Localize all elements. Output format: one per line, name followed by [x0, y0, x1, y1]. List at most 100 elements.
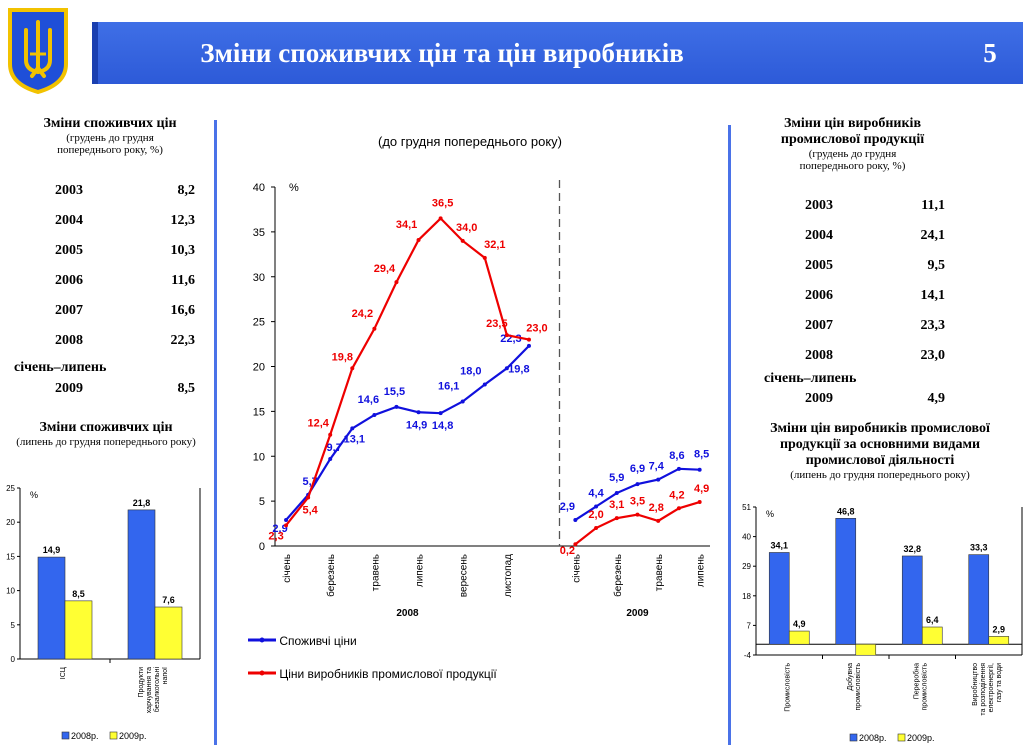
consumer-data-label: 19,8: [508, 363, 529, 375]
category-label: Переробна: [912, 663, 920, 699]
consumer-data-label: 8,5: [694, 449, 709, 461]
legend-label: 2008р.: [859, 733, 887, 743]
right-bar-header: Зміни цін виробників промислової продукц…: [735, 421, 1025, 481]
consumer-data-label: 18,0: [460, 365, 481, 377]
category-label: безалкогольні: [153, 667, 161, 713]
left-table-row: 2006 11,6: [55, 266, 195, 296]
y-tick-label: 5: [11, 621, 16, 630]
y-tick-label: 25: [6, 484, 15, 493]
y-axis-unit: %: [289, 182, 299, 194]
left-last-year: 2009: [55, 381, 83, 396]
right-table-year: 2003: [805, 198, 833, 213]
consumer-point: [350, 426, 355, 431]
consumer-point: [635, 482, 640, 487]
consumer-point: [594, 504, 599, 509]
right-table-row: 2008 23,0: [805, 341, 945, 371]
right-table-value: 9,5: [927, 258, 946, 273]
left-table-value: 8,2: [177, 183, 196, 198]
producer-point: [438, 216, 443, 221]
producer-data-label: 4,9: [694, 483, 709, 495]
line-chart-title: (до грудня попереднього року): [378, 134, 562, 149]
consumer-data-label: 2,9: [272, 523, 287, 535]
y-tick-label: 5: [259, 496, 265, 508]
producer-data-label: 34,1: [396, 219, 417, 231]
right-table-value: 24,1: [920, 228, 946, 243]
consumer-data-label: 8,6: [669, 450, 684, 462]
y-tick-label: 29: [742, 562, 751, 571]
y-tick-label: 40: [253, 182, 265, 194]
y-tick-label: 30: [253, 272, 265, 284]
producer-data-label: 2,8: [649, 502, 664, 514]
producer-point: [460, 238, 465, 243]
right-last-year: 2009: [805, 391, 833, 406]
right-table-title-1: Зміни цін виробників: [783, 116, 922, 131]
producer-data-label: 24,2: [352, 308, 373, 320]
bar-data-label: 21,8: [133, 498, 151, 508]
bar-data-label: 33,3: [970, 543, 988, 553]
category-label: Виробництво: [971, 663, 979, 706]
consumer-point: [504, 366, 509, 371]
right-last-row: 2009 4,9: [805, 391, 945, 407]
category-label: харчування та: [146, 667, 153, 713]
consumer-data-label: 7,4: [649, 461, 665, 473]
right-table-year: 2007: [805, 318, 833, 333]
right-bar-title-1: Зміни цін виробників промислової: [770, 421, 990, 436]
producer-data-label: 3,5: [630, 496, 645, 508]
right-table-value: 23,0: [920, 348, 946, 363]
left-table-year: 2004: [55, 213, 83, 228]
producer-data-label: 2,0: [588, 509, 603, 521]
left-period-label: січень–липень: [14, 360, 107, 375]
consumer-point: [284, 517, 289, 522]
category-label: газу та води: [996, 663, 1003, 702]
legend-consumer-label: Споживчі ціни: [279, 634, 357, 648]
page-title: Зміни споживчих цін та цін виробників: [200, 38, 684, 68]
producer-data-label: 23,0: [526, 323, 547, 335]
left-last-row: 2009 8,5: [55, 381, 195, 397]
producer-data-label: 32,1: [484, 239, 505, 251]
y-tick-label: 0: [11, 655, 16, 664]
consumer-data-label: 6,9: [630, 463, 645, 475]
category-label: Продукти: [138, 667, 145, 698]
producer-point: [482, 255, 487, 260]
bar: [37, 556, 66, 660]
y-tick-label: 18: [742, 592, 751, 601]
category-label: та розподілення: [979, 663, 987, 716]
bar: [788, 630, 810, 645]
producer-data-label: 4,2: [669, 489, 684, 501]
y-tick-label: 51: [742, 503, 751, 512]
right-table-panel: Зміни цін виробників промислової продукц…: [740, 116, 965, 172]
left-bar-chart: 0 5 10 15 20 25% 14,9 8,5 ІСЦ 21,8 7,6 Продукти харч…: [6, 484, 201, 741]
consumer-point: [394, 404, 399, 409]
consumer-point: [676, 466, 681, 471]
consumer-point: [697, 467, 702, 472]
x-tick-label: березень: [612, 554, 624, 597]
legend-swatch: [109, 731, 118, 740]
right-table-row: 2003 11,1: [805, 191, 945, 221]
x-tick-label: липень: [415, 554, 426, 587]
y-tick-label: 0: [259, 541, 265, 553]
bar: [855, 643, 877, 656]
right-bar-title-3: промислової діяльності: [805, 453, 955, 468]
left-table-title: Зміни споживчих цін: [43, 116, 177, 131]
producer-point: [697, 500, 702, 505]
producer-point: [306, 495, 311, 500]
left-table-row: 2007 16,6: [55, 296, 195, 326]
x-tick-label: травень: [370, 554, 381, 591]
producer-data-label: 3,1: [609, 499, 624, 511]
consumer-point: [526, 343, 531, 348]
consumer-data-label: 14,6: [358, 394, 379, 406]
legend-consumer-swatch: [248, 637, 276, 643]
y-tick-label: 20: [253, 362, 265, 374]
consumer-data-label: 13,1: [344, 433, 365, 445]
left-bar-subtitle: (липень до грудня попереднього року): [16, 436, 196, 448]
producer-data-label: 2,3: [268, 530, 283, 542]
right-table: 2003 11,1 2004 24,1 2005 9,5 2006 14,1 2007 23,3 2…: [805, 191, 945, 371]
x-tick-label: вересень: [459, 554, 470, 597]
divider-right: [728, 125, 731, 745]
producer-point: [372, 326, 377, 331]
bar: [968, 554, 990, 645]
consumer-point: [438, 411, 443, 416]
bar-data-label: 7,6: [162, 595, 175, 605]
producer-data-label: 36,5: [432, 197, 453, 209]
consumer-point: [573, 517, 578, 522]
